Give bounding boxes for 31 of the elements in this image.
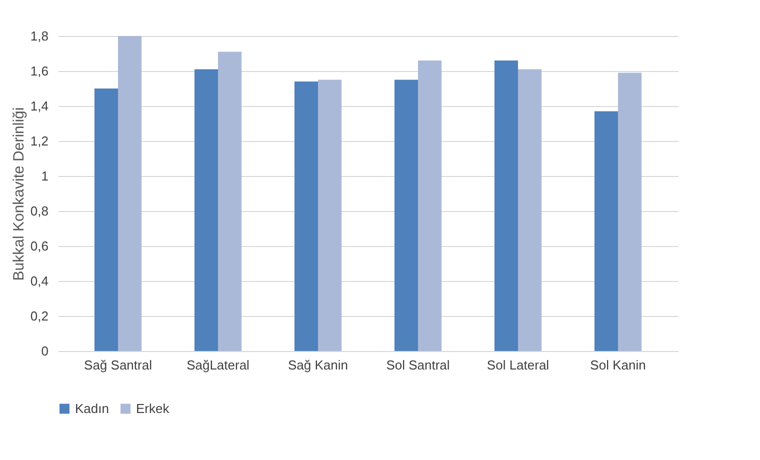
bar [618,72,642,351]
x-tick-label: Sol Kanin [590,358,646,372]
x-tick-label: Sol Lateral [486,358,550,372]
x-tick-label: Sol Santral [386,358,450,372]
bar [518,69,542,351]
legend-label: Kadın [75,400,109,416]
legend-label: Erkek [136,400,170,416]
x-tick-label: Sağ Santral [84,358,152,372]
bar [294,82,318,351]
bar [118,36,142,351]
bar [394,80,418,351]
y-tick-label: 1 [41,168,48,184]
y-tick-label: 1,2 [30,134,48,148]
bar [494,60,518,351]
x-tick-label: Sağ Kanin [288,358,348,372]
y-tick-label: 0,4 [30,274,48,288]
x-tick-label: SağLateral [186,358,250,372]
y-tick-label: 0,6 [30,238,48,254]
bar [594,111,618,351]
bar [194,69,218,351]
y-axis-title: Bukkal Konkavite Derinliği [10,107,28,281]
bar [94,88,118,351]
y-tick-label: 0,2 [30,308,48,324]
y-tick-label: 1,4 [30,98,48,114]
bar [318,80,342,351]
y-tick-label: 1,8 [30,28,48,44]
y-tick-label: 1,6 [30,64,48,78]
bar [418,60,442,351]
bar [218,52,242,351]
y-tick-label: 0,8 [30,204,48,218]
y-tick-label: 0 [41,344,48,358]
